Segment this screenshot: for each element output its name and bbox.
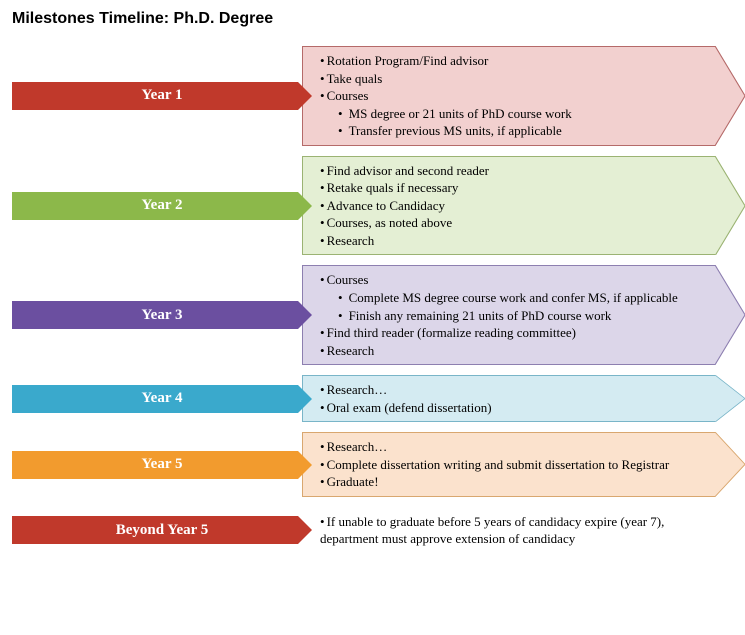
milestones-list: Find advisor and second readerRetake qua…	[302, 156, 715, 256]
timeline-row: Year 1 Rotation Program/Find advisorTake…	[12, 46, 745, 146]
milestone-item: Research…	[320, 438, 705, 456]
detail-arrow: Rotation Program/Find advisorTake qualsC…	[302, 46, 745, 146]
milestones-list: Research…Complete dissertation writing a…	[302, 432, 715, 497]
year-label-text: Year 1	[142, 87, 183, 104]
milestone-item: Find third reader (formalize reading com…	[320, 324, 705, 342]
year-label-text: Year 3	[142, 307, 183, 324]
year-label-arrow: Year 4	[12, 385, 312, 413]
milestone-item: Advance to Candidacy	[320, 197, 705, 215]
milestones-list: CoursesComplete MS degree course work an…	[302, 265, 715, 365]
year-label-arrow: Year 2	[12, 192, 312, 220]
milestone-item: Rotation Program/Find advisor	[320, 52, 705, 70]
milestones-list: Rotation Program/Find advisorTake qualsC…	[302, 46, 715, 146]
detail-arrow: CoursesComplete MS degree course work an…	[302, 265, 745, 365]
milestone-item: Research	[320, 342, 705, 360]
timeline-row: Year 3 CoursesComplete MS degree course …	[12, 265, 745, 365]
page-title: Milestones Timeline: Ph.D. Degree	[12, 10, 745, 28]
detail-arrow: Research…Complete dissertation writing a…	[302, 432, 745, 497]
timeline-row: Year 5 Research…Complete dissertation wr…	[12, 432, 745, 497]
milestone-item: Oral exam (defend dissertation)	[320, 399, 705, 417]
detail-arrow: Find advisor and second readerRetake qua…	[302, 156, 745, 256]
milestone-item: Research	[320, 232, 705, 250]
milestone-item: Courses	[320, 87, 705, 105]
year-label-arrow: Beyond Year 5	[12, 516, 312, 544]
milestone-item: Complete MS degree course work and confe…	[320, 289, 705, 307]
milestone-item: Graduate!	[320, 473, 705, 491]
milestone-item: Transfer previous MS units, if applicabl…	[320, 122, 705, 140]
milestone-item: Find advisor and second reader	[320, 162, 705, 180]
milestone-item: If unable to graduate before 5 years of …	[320, 513, 705, 548]
timeline-row: Beyond Year 5 If unable to graduate befo…	[12, 507, 745, 554]
milestone-item: Courses	[320, 271, 705, 289]
timeline-row: Year 2 Find advisor and second readerRet…	[12, 156, 745, 256]
timeline-row: Year 4 Research…Oral exam (defend disser…	[12, 375, 745, 422]
milestones-list: If unable to graduate before 5 years of …	[302, 507, 715, 554]
year-label-text: Beyond Year 5	[116, 522, 209, 539]
year-label-arrow: Year 1	[12, 82, 312, 110]
milestones-list: Research…Oral exam (defend dissertation)	[302, 375, 715, 422]
timeline-container: Year 1 Rotation Program/Find advisorTake…	[12, 46, 745, 554]
detail-arrow: Research…Oral exam (defend dissertation)	[302, 375, 745, 422]
year-label-arrow: Year 5	[12, 451, 312, 479]
milestone-item: Retake quals if necessary	[320, 179, 705, 197]
milestone-item: Courses, as noted above	[320, 214, 705, 232]
milestone-item: Research…	[320, 381, 705, 399]
detail-arrow: If unable to graduate before 5 years of …	[302, 507, 745, 554]
year-label-arrow: Year 3	[12, 301, 312, 329]
milestone-item: MS degree or 21 units of PhD course work	[320, 105, 705, 123]
year-label-text: Year 2	[142, 197, 183, 214]
year-label-text: Year 5	[142, 456, 183, 473]
milestone-item: Take quals	[320, 70, 705, 88]
year-label-text: Year 4	[142, 390, 183, 407]
milestone-item: Complete dissertation writing and submit…	[320, 456, 705, 474]
milestone-item: Finish any remaining 21 units of PhD cou…	[320, 307, 705, 325]
